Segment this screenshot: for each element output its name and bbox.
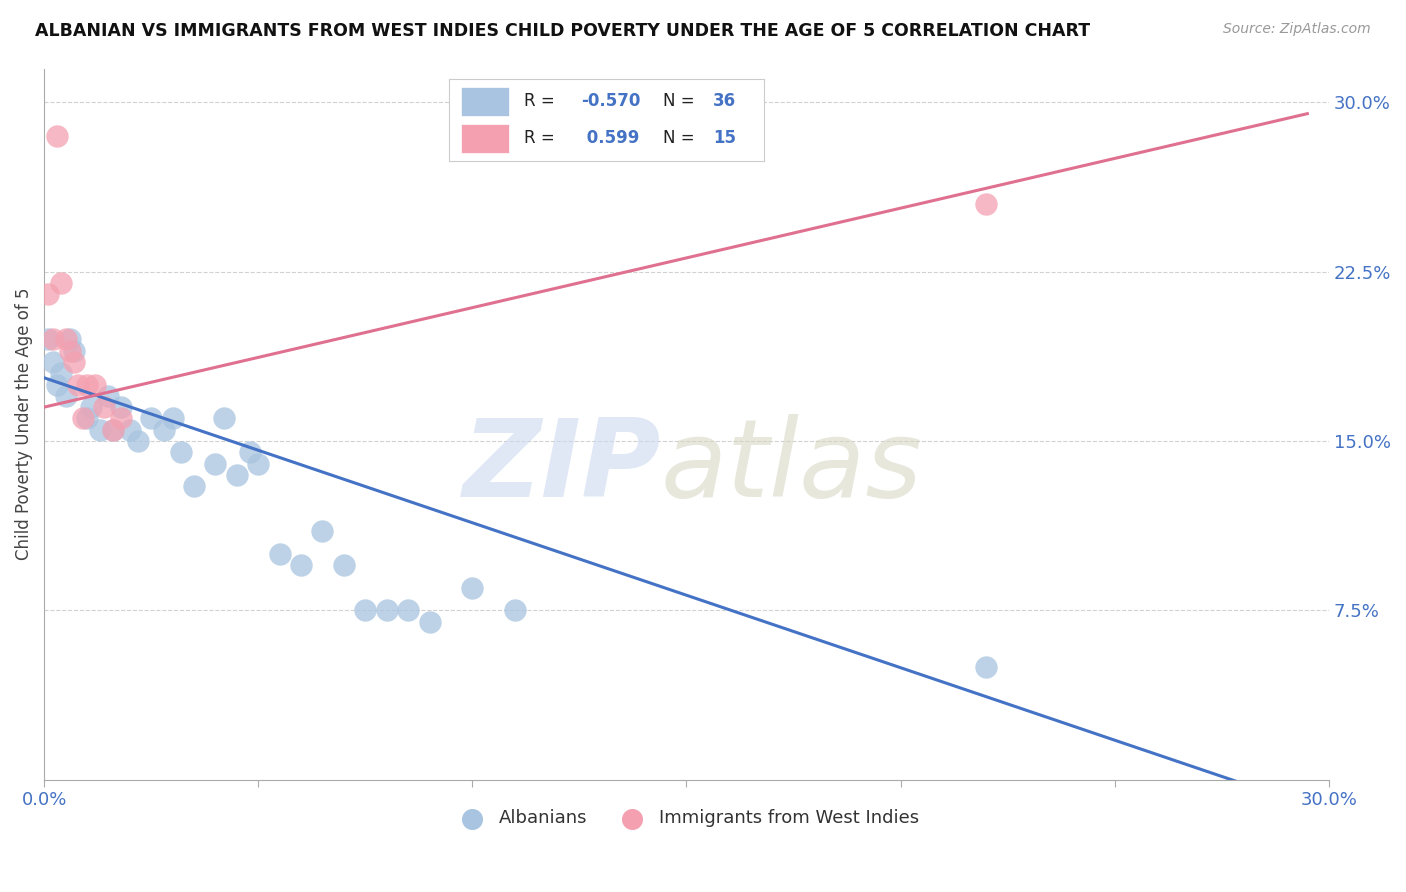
- Point: [55, 389, 77, 403]
- Point: [225, 467, 247, 482]
- Point: [118, 423, 141, 437]
- Point: [311, 524, 333, 539]
- Point: [37, 333, 59, 347]
- Point: [89, 423, 111, 437]
- Text: atlas: atlas: [661, 414, 922, 519]
- Point: [127, 434, 149, 448]
- Point: [59, 343, 82, 358]
- Point: [41, 355, 63, 369]
- Point: [72, 411, 94, 425]
- Point: [247, 457, 270, 471]
- Point: [55, 333, 77, 347]
- Point: [461, 581, 484, 595]
- Point: [51, 366, 73, 380]
- Point: [269, 547, 291, 561]
- Point: [46, 377, 69, 392]
- Point: [59, 333, 82, 347]
- Point: [418, 615, 440, 629]
- Point: [239, 445, 262, 459]
- Point: [63, 343, 86, 358]
- Point: [204, 457, 226, 471]
- Point: [110, 411, 132, 425]
- Point: [974, 659, 997, 673]
- Point: [212, 411, 235, 425]
- Point: [290, 558, 312, 573]
- Point: [333, 558, 356, 573]
- Legend: Albanians, Immigrants from West Indies: Albanians, Immigrants from West Indies: [446, 802, 927, 835]
- Point: [84, 377, 107, 392]
- Point: [183, 479, 205, 493]
- Y-axis label: Child Poverty Under the Age of 5: Child Poverty Under the Age of 5: [15, 288, 32, 560]
- Point: [974, 197, 997, 211]
- Point: [101, 423, 124, 437]
- Point: [141, 411, 163, 425]
- Point: [354, 603, 377, 617]
- Point: [37, 287, 59, 301]
- Point: [396, 603, 419, 617]
- Point: [375, 603, 398, 617]
- Point: [46, 129, 69, 144]
- Point: [101, 423, 124, 437]
- Point: [162, 411, 184, 425]
- Point: [51, 276, 73, 290]
- Point: [67, 377, 90, 392]
- Text: Source: ZipAtlas.com: Source: ZipAtlas.com: [1223, 22, 1371, 37]
- Point: [170, 445, 193, 459]
- Point: [503, 603, 526, 617]
- Point: [76, 377, 98, 392]
- Point: [93, 400, 115, 414]
- Point: [63, 355, 86, 369]
- Text: ZIP: ZIP: [463, 414, 661, 520]
- Point: [110, 400, 132, 414]
- Point: [41, 333, 63, 347]
- Point: [80, 400, 103, 414]
- Point: [76, 411, 98, 425]
- Point: [97, 389, 120, 403]
- Text: ALBANIAN VS IMMIGRANTS FROM WEST INDIES CHILD POVERTY UNDER THE AGE OF 5 CORRELA: ALBANIAN VS IMMIGRANTS FROM WEST INDIES …: [35, 22, 1090, 40]
- Point: [153, 423, 176, 437]
